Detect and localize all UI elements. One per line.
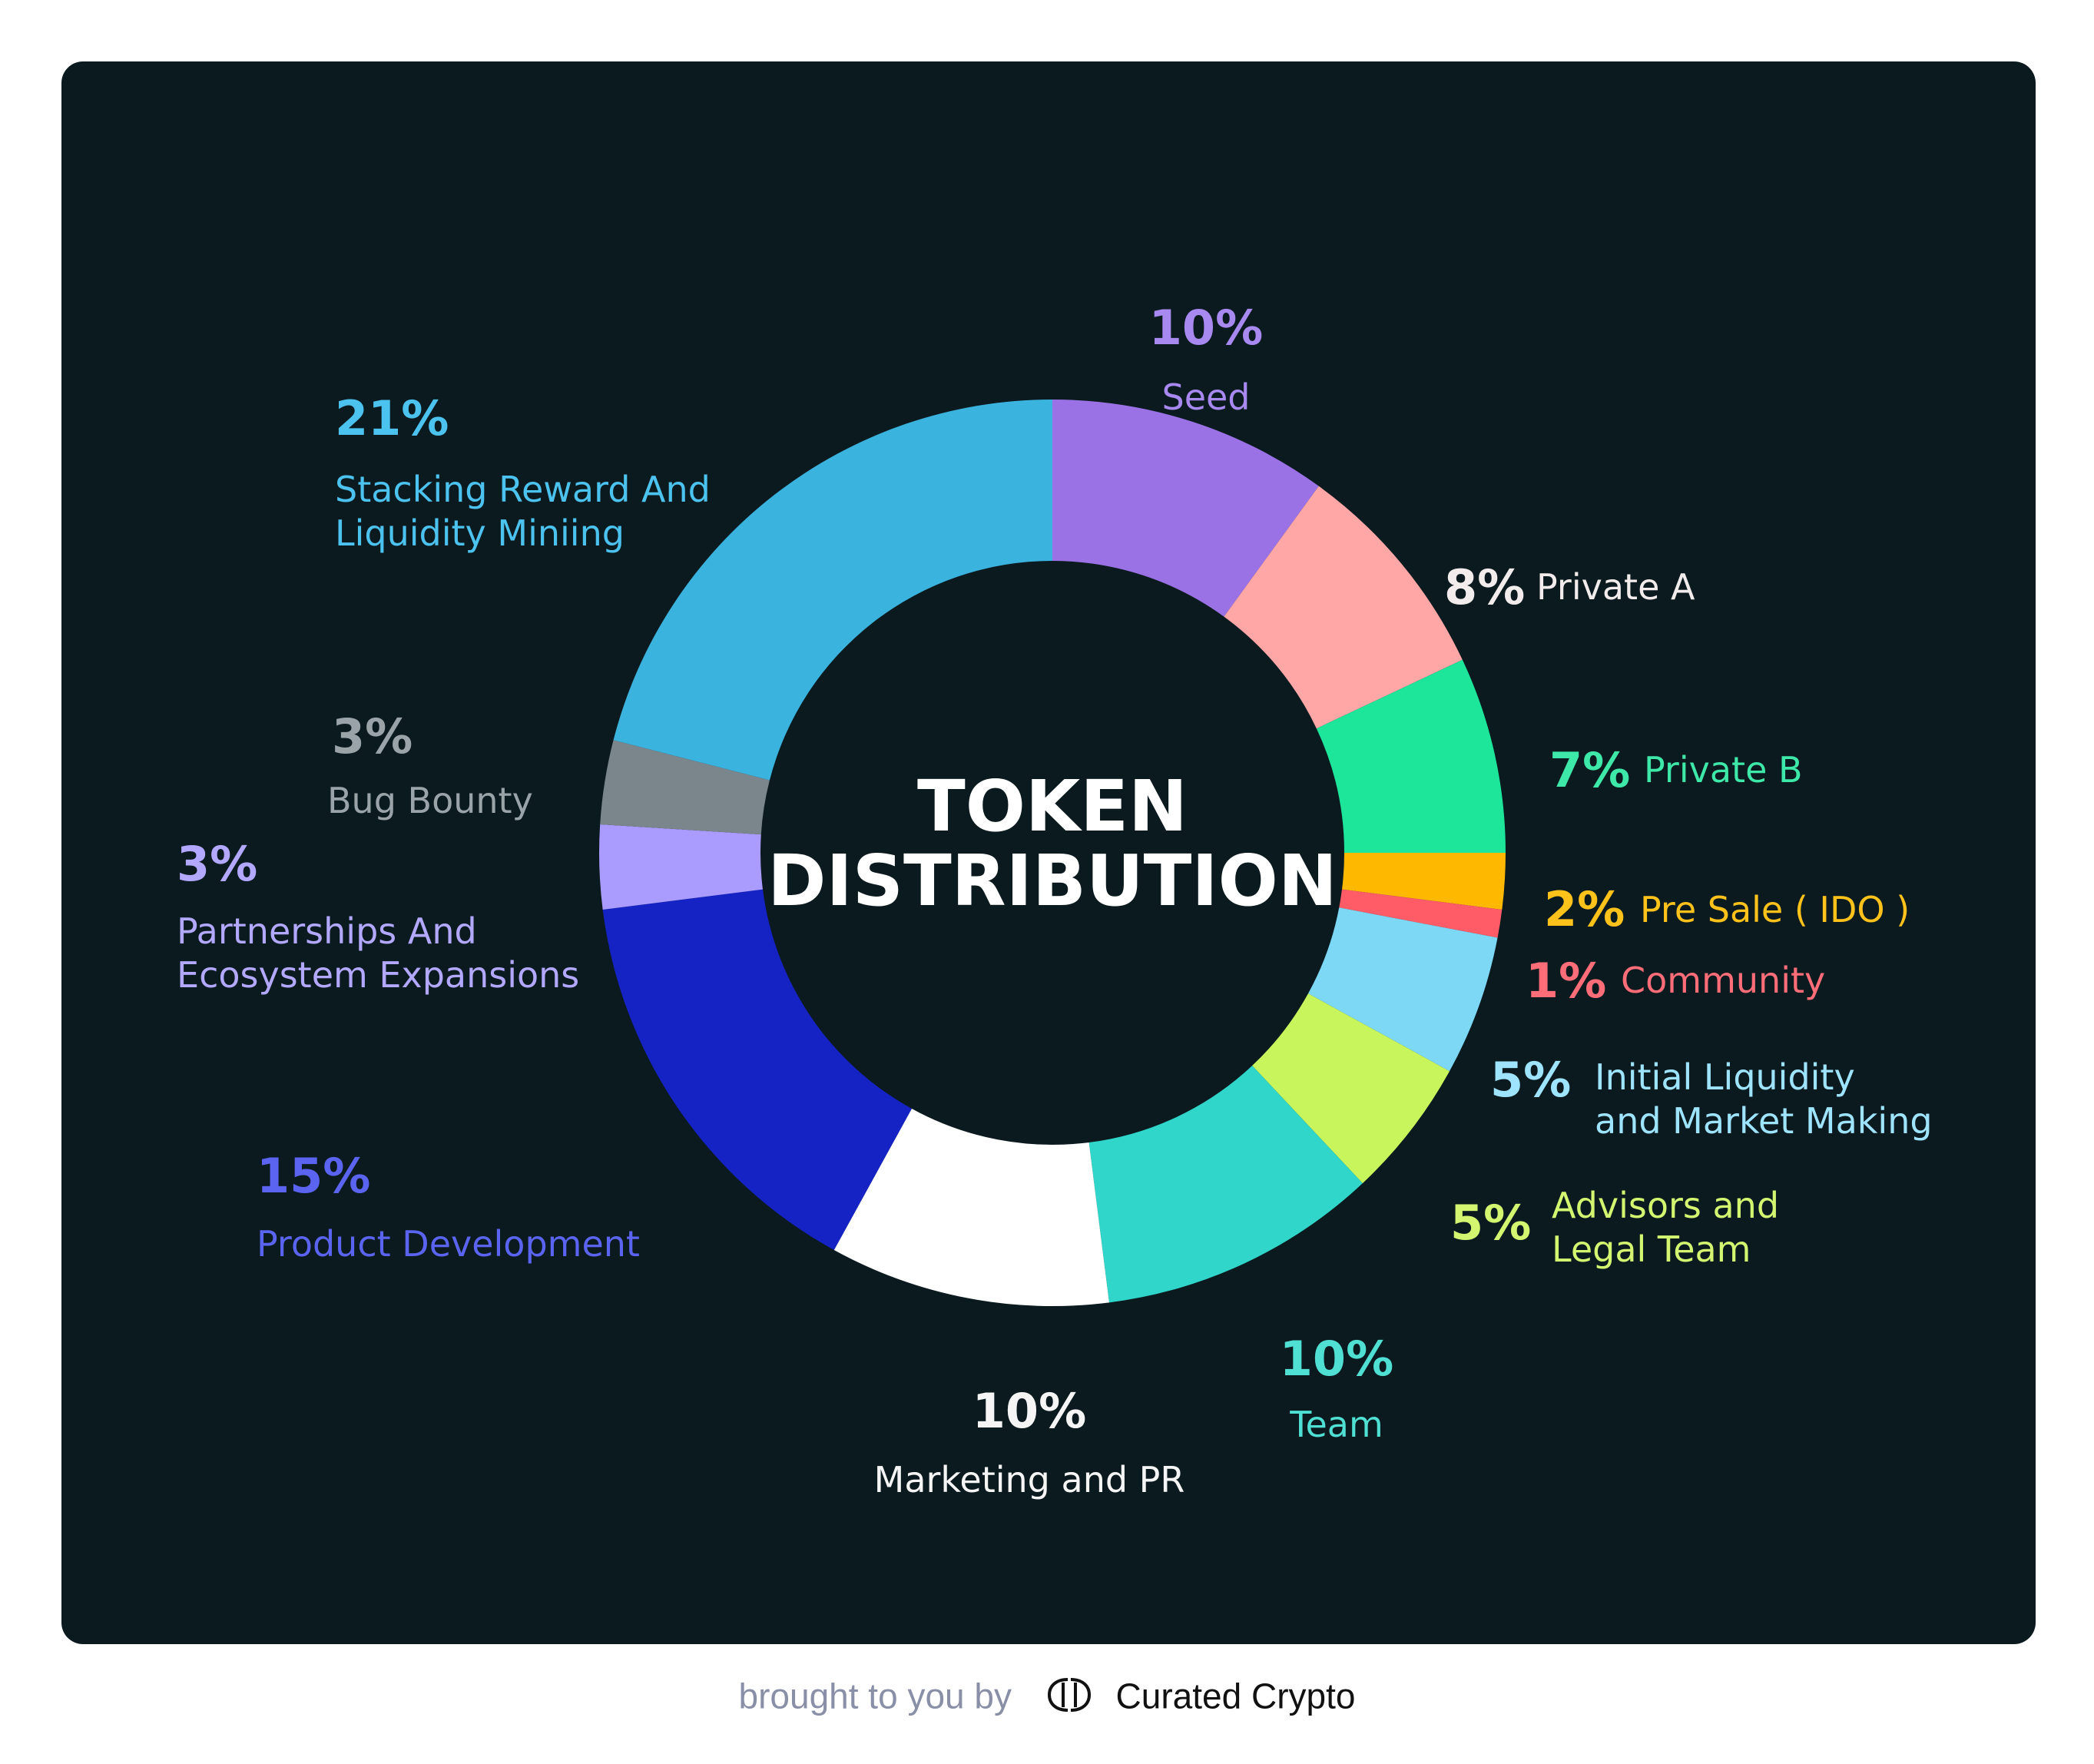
slice-bug-bounty [600,740,770,835]
slice-community [1339,889,1503,938]
slice-marketing-and-pr [833,1108,1109,1306]
center-title-line-1: TOKEN [917,765,1188,847]
center-title-line-2: DISTRIBUTION [767,840,1337,922]
name-label-seed: Seed [1162,376,1251,418]
pct-label-bug-bounty: 3% [332,708,413,764]
center-title: TOKEN DISTRIBUTION [767,765,1337,922]
pct-label-stacking-reward-and-liquidity-miniing: 21% [335,390,449,446]
name-label-stacking-reward-and-liquidity-miniing-line-1: Stacking Reward And [335,469,711,510]
slice-product-development [602,889,912,1251]
footer: brought to you by Curated Crypto [0,1675,2094,1723]
curated-crypto-logo-icon [1045,1675,1094,1723]
pct-label-marketing-and-pr: 10% [972,1383,1086,1439]
pct-label-initial-liquidity-and-market-making: 5% [1490,1052,1571,1108]
name-label-community: Community [1621,960,1825,1001]
name-label-private-b: Private B [1644,749,1803,791]
footer-brand: Curated Crypto [1115,1676,1356,1716]
pct-label-seed: 10% [1149,300,1263,356]
token-distribution-chart: TOKEN DISTRIBUTION 10% Seed 8% Private A 7% P… [177,300,1933,1500]
donut-slices [599,400,1506,1306]
name-label-team: Team [1289,1404,1383,1445]
name-label-partnerships-and-ecosystem-expansions-line-2: Ecosystem Expansions [177,954,579,996]
name-label-private-a: Private A [1536,566,1695,608]
slice-private-b [1316,659,1506,853]
slice-initial-liquidity-and-market-making [1307,907,1498,1072]
footer-prefix: brought to you by [738,1676,1012,1716]
name-label-initial-liquidity-and-market-making-line-1: Initial Liquidity [1595,1056,1855,1098]
slice-partnerships-and-ecosystem-expansions [599,824,763,910]
name-label-pre-sale-ido: Pre Sale ( IDO ) [1640,889,1910,930]
slice-stacking-reward-and-liquidity-miniing [613,400,1052,781]
pct-label-pre-sale-ido: 2% [1544,881,1625,937]
name-label-initial-liquidity-and-market-making-line-2: and Market Making [1595,1100,1933,1142]
name-label-advisors-and-legal-team-line-1: Advisors and [1552,1185,1779,1226]
pct-label-partnerships-and-ecosystem-expansions: 3% [177,836,257,892]
pct-label-product-development: 15% [257,1148,370,1204]
pct-label-team: 10% [1280,1331,1393,1387]
chart-card: TOKEN DISTRIBUTION 10% Seed 8% Private A 7% P… [61,61,2036,1644]
pct-label-community: 1% [1526,953,1606,1009]
slice-private-a [1224,486,1463,729]
pct-label-private-a: 8% [1444,559,1525,615]
slice-labels: 10% Seed 8% Private A 7% Private B 2% Pre Sale … [177,300,1933,1500]
slice-seed [1052,400,1319,617]
name-label-product-development: Product Development [257,1223,640,1265]
pct-label-advisors-and-legal-team: 5% [1450,1195,1531,1251]
name-label-advisors-and-legal-team-line-2: Legal Team [1552,1228,1751,1270]
slice-advisors-and-legal-team [1252,993,1450,1184]
name-label-marketing-and-pr: Marketing and PR [874,1459,1185,1500]
name-label-bug-bounty: Bug Bounty [327,780,533,821]
slice-team [1088,1066,1363,1303]
name-label-partnerships-and-ecosystem-expansions-line-1: Partnerships And [177,910,477,952]
name-label-stacking-reward-and-liquidity-miniing-line-2: Liquidity Miniing [335,512,625,554]
pct-label-private-b: 7% [1549,742,1630,798]
slice-pre-sale-ido [1342,853,1506,910]
